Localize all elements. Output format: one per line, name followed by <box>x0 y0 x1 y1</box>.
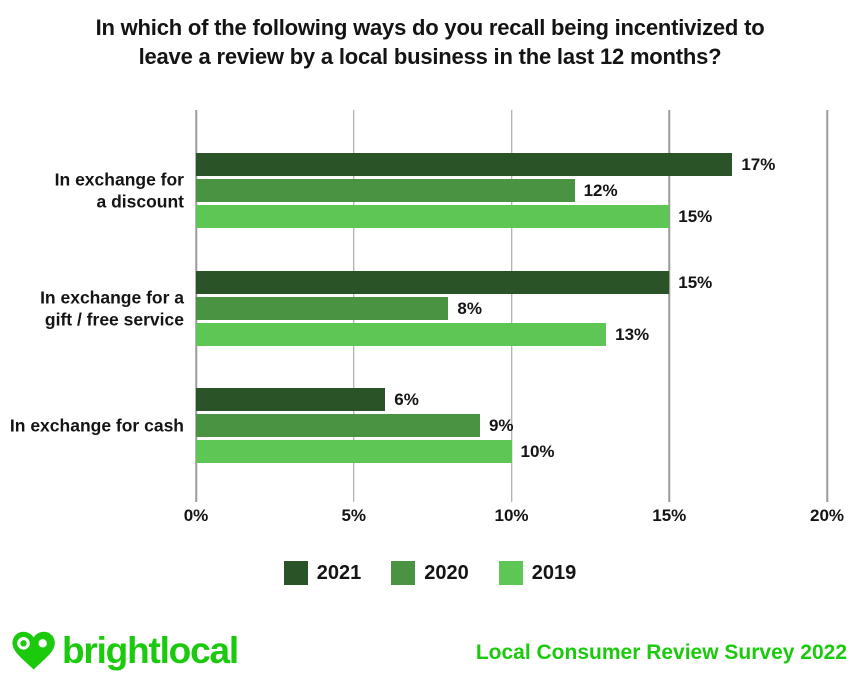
x-tick-label: 15% <box>652 506 687 525</box>
legend-label: 2019 <box>531 561 577 584</box>
x-tick-label: 10% <box>494 506 529 525</box>
legend-swatch-2021 <box>283 561 308 585</box>
bar-2020 <box>196 297 449 320</box>
bar-value-label: 15% <box>678 207 713 226</box>
footer: brightlocal Local Consumer Review Survey… <box>0 623 860 683</box>
x-axis-tick-row: 0% 5% 10% 15% 20% <box>184 506 844 530</box>
bar-value-label: 13% <box>615 325 650 344</box>
brightlocal-logo-icon <box>12 631 55 670</box>
bar-2021 <box>196 271 670 294</box>
category-label: In exchange for cash <box>9 415 184 436</box>
logo-dot <box>38 639 47 648</box>
bar-value-label: 8% <box>457 299 482 318</box>
legend-swatch-2020 <box>391 561 416 585</box>
plot-area: 17% 12% 15% 15% 8% 13% 6% 9% 10% <box>195 110 828 502</box>
bar-value-label: 15% <box>678 273 713 292</box>
x-tick-label: 20% <box>809 506 845 525</box>
source-text: Local Consumer Review Survey 2022 <box>475 641 847 664</box>
legend-label: 2020 <box>424 561 469 584</box>
category-label: In exchange for a gift / free service <box>40 286 184 330</box>
legend: 2021 2020 2019 <box>0 561 860 585</box>
legend-label: 2021 <box>316 561 362 584</box>
bar-value-label: 6% <box>394 390 419 409</box>
bar-value-label: 12% <box>583 181 618 200</box>
category-label: In exchange for a discount <box>54 168 184 212</box>
legend-swatch-2019 <box>498 561 523 585</box>
gridline-10% <box>510 110 513 502</box>
gridline-15% <box>668 110 670 502</box>
legend-item-2020: 2020 <box>391 561 469 585</box>
logo-ring <box>17 637 30 650</box>
legend-item-2019: 2019 <box>498 561 577 585</box>
x-tick-label: 0% <box>183 506 209 525</box>
heart-pin-shape <box>12 631 55 670</box>
bar-value-label: 10% <box>520 442 555 461</box>
bar-value-label: 9% <box>488 416 514 435</box>
gridline-20% <box>826 110 828 502</box>
x-tick-label: 5% <box>341 506 367 525</box>
bar-2020 <box>196 179 575 202</box>
chart-title: In which of the following ways do you re… <box>95 15 765 70</box>
brand-name: brightlocal <box>62 629 239 671</box>
bar-2021 <box>196 153 733 176</box>
bar-2021 <box>196 388 386 411</box>
bar-2019 <box>196 323 607 346</box>
bar-2020 <box>196 414 480 437</box>
bar-2019 <box>196 205 670 228</box>
bar-2019 <box>196 440 512 463</box>
legend-item-2021: 2021 <box>283 561 362 585</box>
bar-value-label: 17% <box>741 155 776 174</box>
brand-logo: brightlocal <box>12 629 239 673</box>
